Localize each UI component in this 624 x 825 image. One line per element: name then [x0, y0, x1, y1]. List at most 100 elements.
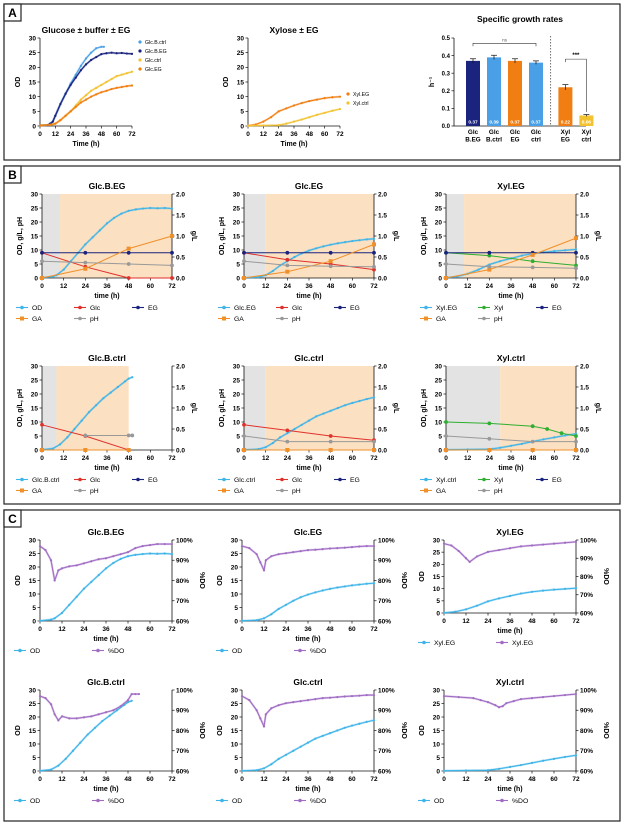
x-axis-label: time (h) — [497, 628, 522, 635]
y-axis-label: OD — [419, 725, 426, 736]
x-tick-label: 60 — [113, 131, 121, 138]
data-point — [90, 51, 93, 54]
x-tick-label: 24 — [484, 776, 492, 783]
data-point — [530, 259, 535, 264]
data-point — [457, 549, 460, 553]
x-tick-label: 60 — [551, 283, 559, 290]
legend-label: OD — [232, 648, 242, 655]
legend-label: GA — [436, 488, 446, 495]
data-point — [90, 715, 93, 718]
data-point — [73, 427, 76, 431]
data-point — [141, 544, 144, 548]
data-point — [54, 122, 57, 125]
y2-tick-label: 90% — [378, 708, 391, 715]
x-tick-label: 36 — [103, 283, 111, 290]
y-axis-label: OD — [223, 77, 230, 88]
data-point — [336, 695, 339, 699]
x-tick-label: 24 — [486, 455, 494, 462]
y2-axis-label: g/L — [190, 403, 197, 414]
x-tick-label: 12 — [52, 131, 60, 138]
x-tick-label: 24 — [282, 626, 290, 633]
data-point — [358, 545, 361, 548]
x-tick-label: 36 — [102, 776, 110, 783]
data-point — [530, 252, 535, 257]
x-tick-label: 36 — [102, 626, 110, 633]
legend-marker — [20, 488, 24, 493]
data-point — [343, 695, 346, 698]
y-tick-label: 25 — [435, 205, 443, 212]
series-od — [442, 754, 578, 772]
chart-b-glc-b-eg: Glc.B.EG 0 12 24 36 48 60 72 0 5 10 15 20 25 30 0.0 0.5 1… — [16, 181, 197, 323]
series-ph — [242, 259, 376, 269]
y-tick-label: 15 — [29, 578, 37, 585]
data-point — [314, 591, 317, 594]
series-line — [243, 424, 375, 441]
x-tick-label: 12 — [464, 283, 472, 290]
data-point — [240, 544, 244, 548]
data-point — [110, 77, 113, 81]
data-point — [83, 260, 88, 265]
data-point — [259, 561, 262, 564]
data-point — [372, 242, 376, 247]
data-point — [57, 569, 60, 572]
y-axis-label: OD, g/L, pH — [421, 389, 428, 427]
legend-marker — [424, 316, 428, 321]
data-point — [57, 764, 60, 767]
y-tick-label: 5 — [34, 261, 38, 268]
data-point — [38, 619, 42, 622]
x-tick-label: 72 — [168, 626, 176, 633]
data-point — [343, 546, 346, 549]
legend-label: OD — [32, 305, 42, 312]
x-tick-label: 36 — [305, 283, 313, 290]
y2-tick-label: 2.0 — [580, 191, 589, 198]
legend-marker — [540, 477, 544, 482]
data-point — [57, 719, 60, 722]
y2-tick-label: 70% — [580, 592, 593, 599]
y-tick-label: 10 — [435, 419, 443, 426]
data-point — [248, 699, 251, 702]
legend-marker — [298, 648, 302, 653]
data-point — [315, 415, 318, 418]
data-point — [541, 543, 545, 546]
data-point — [100, 53, 103, 56]
y2-tick-label: 80% — [378, 728, 391, 735]
y-tick-label: 0.0 — [442, 124, 451, 130]
legend-label: Xyl.EG — [512, 640, 533, 647]
data-point — [119, 553, 122, 556]
x-tick-label: 72 — [370, 283, 378, 290]
y-tick-label: 30 — [231, 687, 239, 694]
legend-marker — [138, 40, 142, 44]
x-tick-label: 48 — [98, 131, 106, 138]
data-point — [450, 544, 453, 547]
legend-label: Xyl.EG — [434, 640, 455, 647]
data-point — [91, 236, 94, 239]
data-point — [299, 745, 302, 748]
data-point — [501, 705, 504, 708]
data-point — [285, 448, 290, 452]
data-point — [156, 207, 159, 210]
data-point — [148, 552, 152, 555]
data-point — [90, 560, 93, 563]
data-point — [240, 619, 244, 622]
data-point — [242, 276, 246, 280]
data-point — [141, 552, 144, 556]
y2-tick-label: 1.0 — [378, 405, 387, 412]
bar-0 — [466, 60, 480, 126]
data-point — [343, 585, 346, 588]
data-point — [574, 439, 578, 444]
data-point — [86, 733, 89, 736]
data-point — [108, 714, 111, 717]
y2-tick-label: 100% — [378, 537, 395, 544]
y-tick-label: 25 — [31, 377, 39, 384]
x-tick-label: 0 — [38, 776, 42, 783]
shade-gray-0 — [42, 366, 57, 450]
y2-tick-label: 100% — [176, 687, 193, 694]
series-band — [39, 552, 173, 622]
y2-axis-label: %DO — [400, 722, 407, 739]
legend-marker — [136, 305, 140, 310]
shade-orange-1 — [500, 366, 576, 450]
data-point — [552, 694, 556, 698]
data-point — [338, 95, 342, 98]
data-point — [51, 120, 54, 123]
x-tick-label: 36 — [82, 131, 90, 138]
